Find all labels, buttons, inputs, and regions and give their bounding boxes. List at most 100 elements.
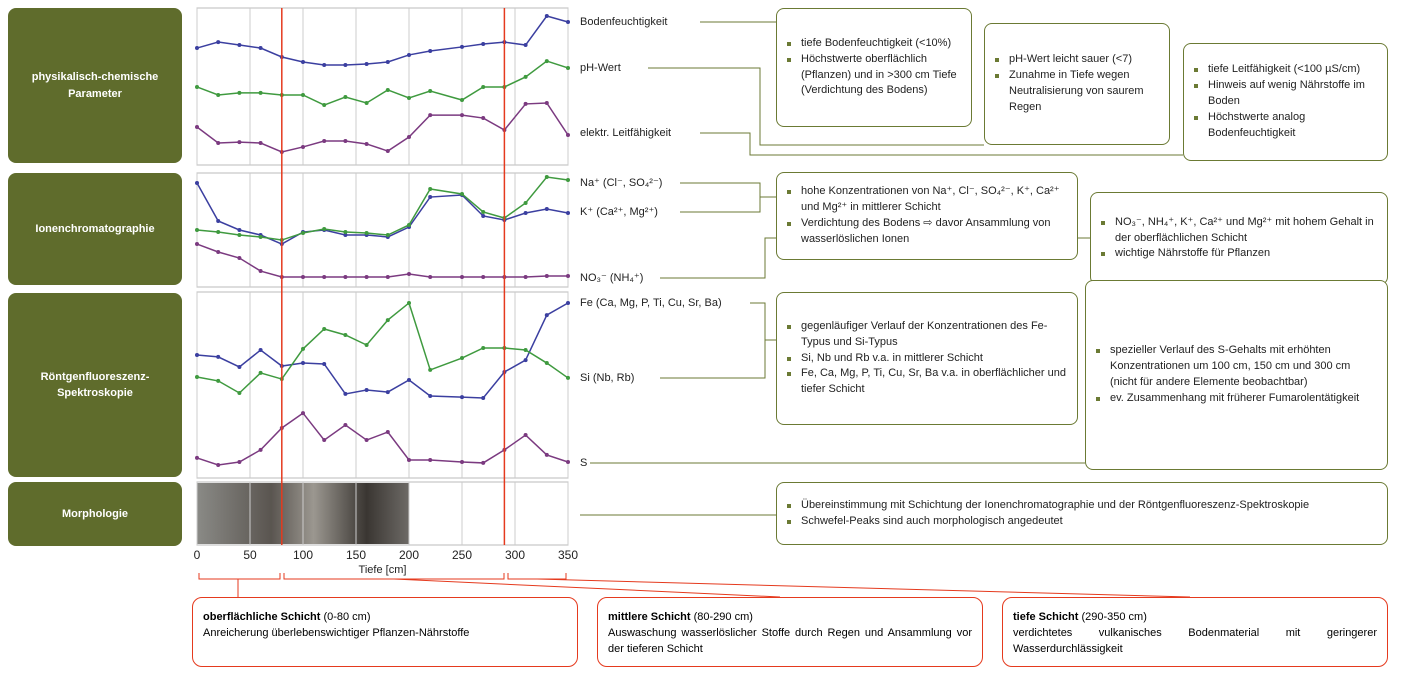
data-point [481,461,485,465]
data-point [343,63,347,67]
data-point [545,361,549,365]
data-point [524,275,528,279]
bullet-list: tiefe Leitfähigkeit (<100 µS/cm)Hinweis … [1192,62,1377,142]
data-point [322,139,326,143]
bullet: Übereinstimmung mit Schichtung der Ionen… [785,498,1309,514]
data-point [545,175,549,179]
data-point [195,242,199,246]
data-point [460,395,464,399]
data-point [566,301,570,305]
x-tick-label: 150 [346,548,366,562]
note-box: hohe Konzentrationen von Na⁺, Cl⁻, SO₄²⁻… [776,172,1078,260]
data-point [343,275,347,279]
data-point [322,327,326,331]
series-label: Bodenfeuchtigkeit [580,16,667,28]
data-point [216,379,220,383]
data-point [195,456,199,460]
data-point [322,362,326,366]
panel [197,292,568,478]
x-tick-label: 300 [505,548,525,562]
layer-name: mittlere Schicht [608,611,691,623]
data-point [216,93,220,97]
data-point [481,396,485,400]
data-point [524,211,528,215]
layer-name: tiefe Schicht [1013,611,1078,623]
x-axis-label: Tiefe [cm] [359,564,407,576]
data-point [407,135,411,139]
data-point [428,275,432,279]
data-point [237,91,241,95]
bracket-link [394,579,780,597]
bullet: Hinweis auf wenig Nährstoffe im Boden [1192,78,1377,110]
data-point [322,227,326,231]
note-box: spezieller Verlauf des S-Gehalts mit erh… [1085,280,1388,470]
connector [660,303,765,378]
data-point [365,62,369,66]
data-point [237,228,241,232]
data-point [566,274,570,278]
data-point [428,394,432,398]
data-point [386,233,390,237]
series-label: Si (Nb, Rb) [580,372,634,384]
data-point [216,230,220,234]
bracket [508,573,566,579]
data-point [365,388,369,392]
page: BodenfeuchtigkeitpH-Wertelektr. Leitfähi… [0,0,1404,675]
data-point [216,219,220,223]
series-label: K⁺ (Ca²⁺, Mg²⁺) [580,206,658,218]
data-point [216,355,220,359]
data-point [343,333,347,337]
data-point [407,53,411,57]
data-point [386,390,390,394]
x-tick-label: 50 [243,548,257,562]
row-label: Ionenchromatographie [8,173,182,285]
x-tick-label: 0 [194,548,201,562]
layer-text: Anreicherung überlebenswichtiger Pflanze… [203,626,567,642]
data-point [386,275,390,279]
bullet-list: Übereinstimmung mit Schichtung der Ionen… [785,498,1309,530]
series-label: Na⁺ (Cl⁻, SO₄²⁻) [580,177,662,189]
note-box: tiefe Bodenfeuchtigkeit (<10%)Höchstwert… [776,8,972,127]
x-tick-label: 250 [452,548,472,562]
data-point [428,49,432,53]
data-point [481,85,485,89]
data-point [386,88,390,92]
data-point [407,272,411,276]
data-point [481,116,485,120]
data-point [237,365,241,369]
bullet: Höchstwerte analog Bodenfeuchtigkeit [1192,110,1377,142]
data-point [216,40,220,44]
data-point [428,187,432,191]
data-point [524,433,528,437]
data-point [259,448,263,452]
data-point [407,458,411,462]
layer-heading: tiefe Schicht (290-350 cm) [1013,610,1377,626]
data-point [481,210,485,214]
note-box: gegenläufiger Verlauf der Konzentratione… [776,292,1078,425]
data-point [322,275,326,279]
data-point [195,181,199,185]
layer-text: verdichtetes vulkanisches Bodenmaterial … [1013,626,1377,658]
data-point [566,66,570,70]
layer-box: oberflächliche Schicht (0-80 cm)Anreiche… [192,597,578,667]
data-point [407,378,411,382]
data-point [343,230,347,234]
data-point [216,463,220,467]
data-point [301,231,305,235]
data-point [237,233,241,237]
data-point [237,460,241,464]
data-point [322,103,326,107]
layer-box: tiefe Schicht (290-350 cm)verdichtetes v… [1002,597,1388,667]
data-point [301,60,305,64]
x-tick-label: 350 [558,548,578,562]
data-point [524,358,528,362]
data-point [195,228,199,232]
data-point [524,348,528,352]
data-point [365,142,369,146]
data-point [460,356,464,360]
x-tick-label: 200 [399,548,419,562]
data-point [237,391,241,395]
bullet: spezieller Verlauf des S-Gehalts mit erh… [1094,343,1377,391]
data-point [259,141,263,145]
data-point [386,318,390,322]
